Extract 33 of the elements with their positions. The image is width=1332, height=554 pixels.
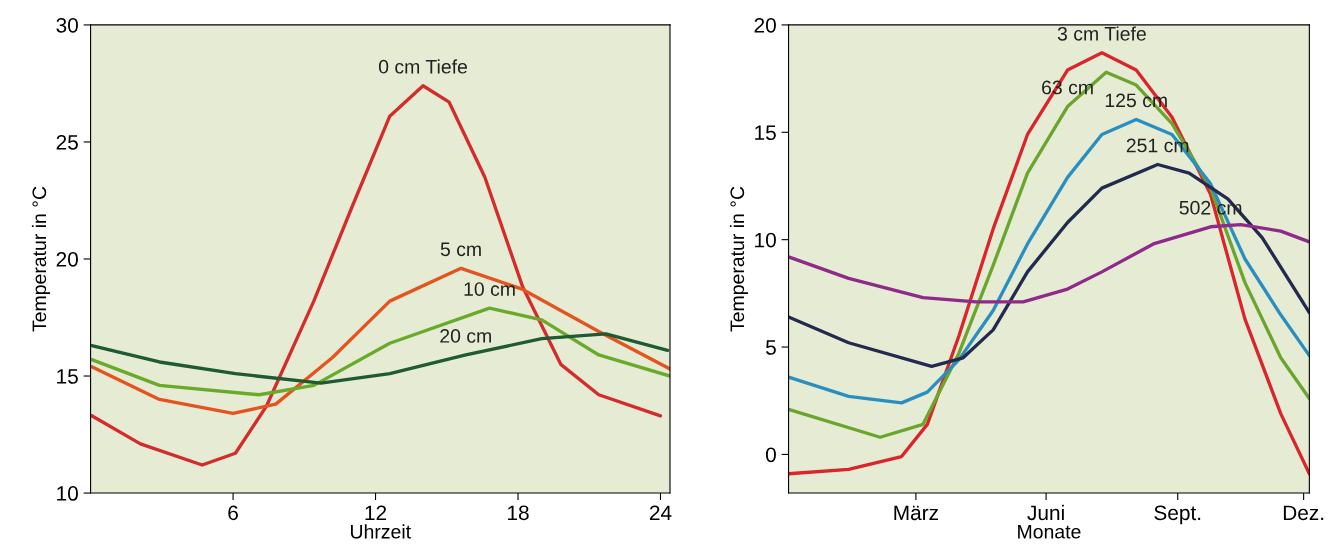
y-axis-title: Temperatur in °C [31, 186, 51, 332]
x-tick-label: 24 [649, 505, 672, 520]
y-tick-label: 10 [57, 486, 78, 501]
annotation: 3 cm Tiefe [1057, 26, 1146, 41]
y-tick-label: 10 [755, 232, 776, 248]
y-tick-label: 15 [755, 125, 776, 141]
x-tick-label: 18 [508, 505, 529, 521]
line-series [788, 222, 1310, 304]
line-series [788, 117, 1310, 405]
x-tick-label: Sept. [1154, 505, 1201, 525]
y-tick-label: 5 [765, 340, 776, 355]
x-axis-title: Monate [1018, 525, 1081, 539]
x-tick-label: Dez. [1283, 505, 1324, 521]
x-tick-label: 12 [365, 505, 387, 520]
annotation: 5 cm [440, 242, 481, 257]
x-tick-label: Juni [1027, 504, 1064, 521]
line-series [90, 306, 670, 397]
line-series [788, 162, 1310, 369]
y-tick-label: 0 [765, 447, 776, 463]
y-tick-label: 30 [56, 17, 78, 33]
y-tick-label: 25 [56, 134, 78, 150]
x-axis-title: Uhrzeit [350, 524, 411, 539]
annotation: 20 cm [440, 329, 491, 343]
x-tick-label: 6 [228, 505, 238, 521]
y-tick-label: 20 [754, 17, 776, 33]
annotation: 0 cm Tiefe [378, 59, 468, 74]
y-tick-label: 20 [56, 252, 78, 267]
line-series [90, 266, 670, 416]
line-series [90, 84, 663, 467]
x-tick-label: März [894, 505, 938, 521]
y-tick-label: 15 [57, 369, 78, 384]
annotation: 10 cm [464, 282, 515, 296]
y-axis-title: Temperatur in °C [729, 186, 749, 332]
